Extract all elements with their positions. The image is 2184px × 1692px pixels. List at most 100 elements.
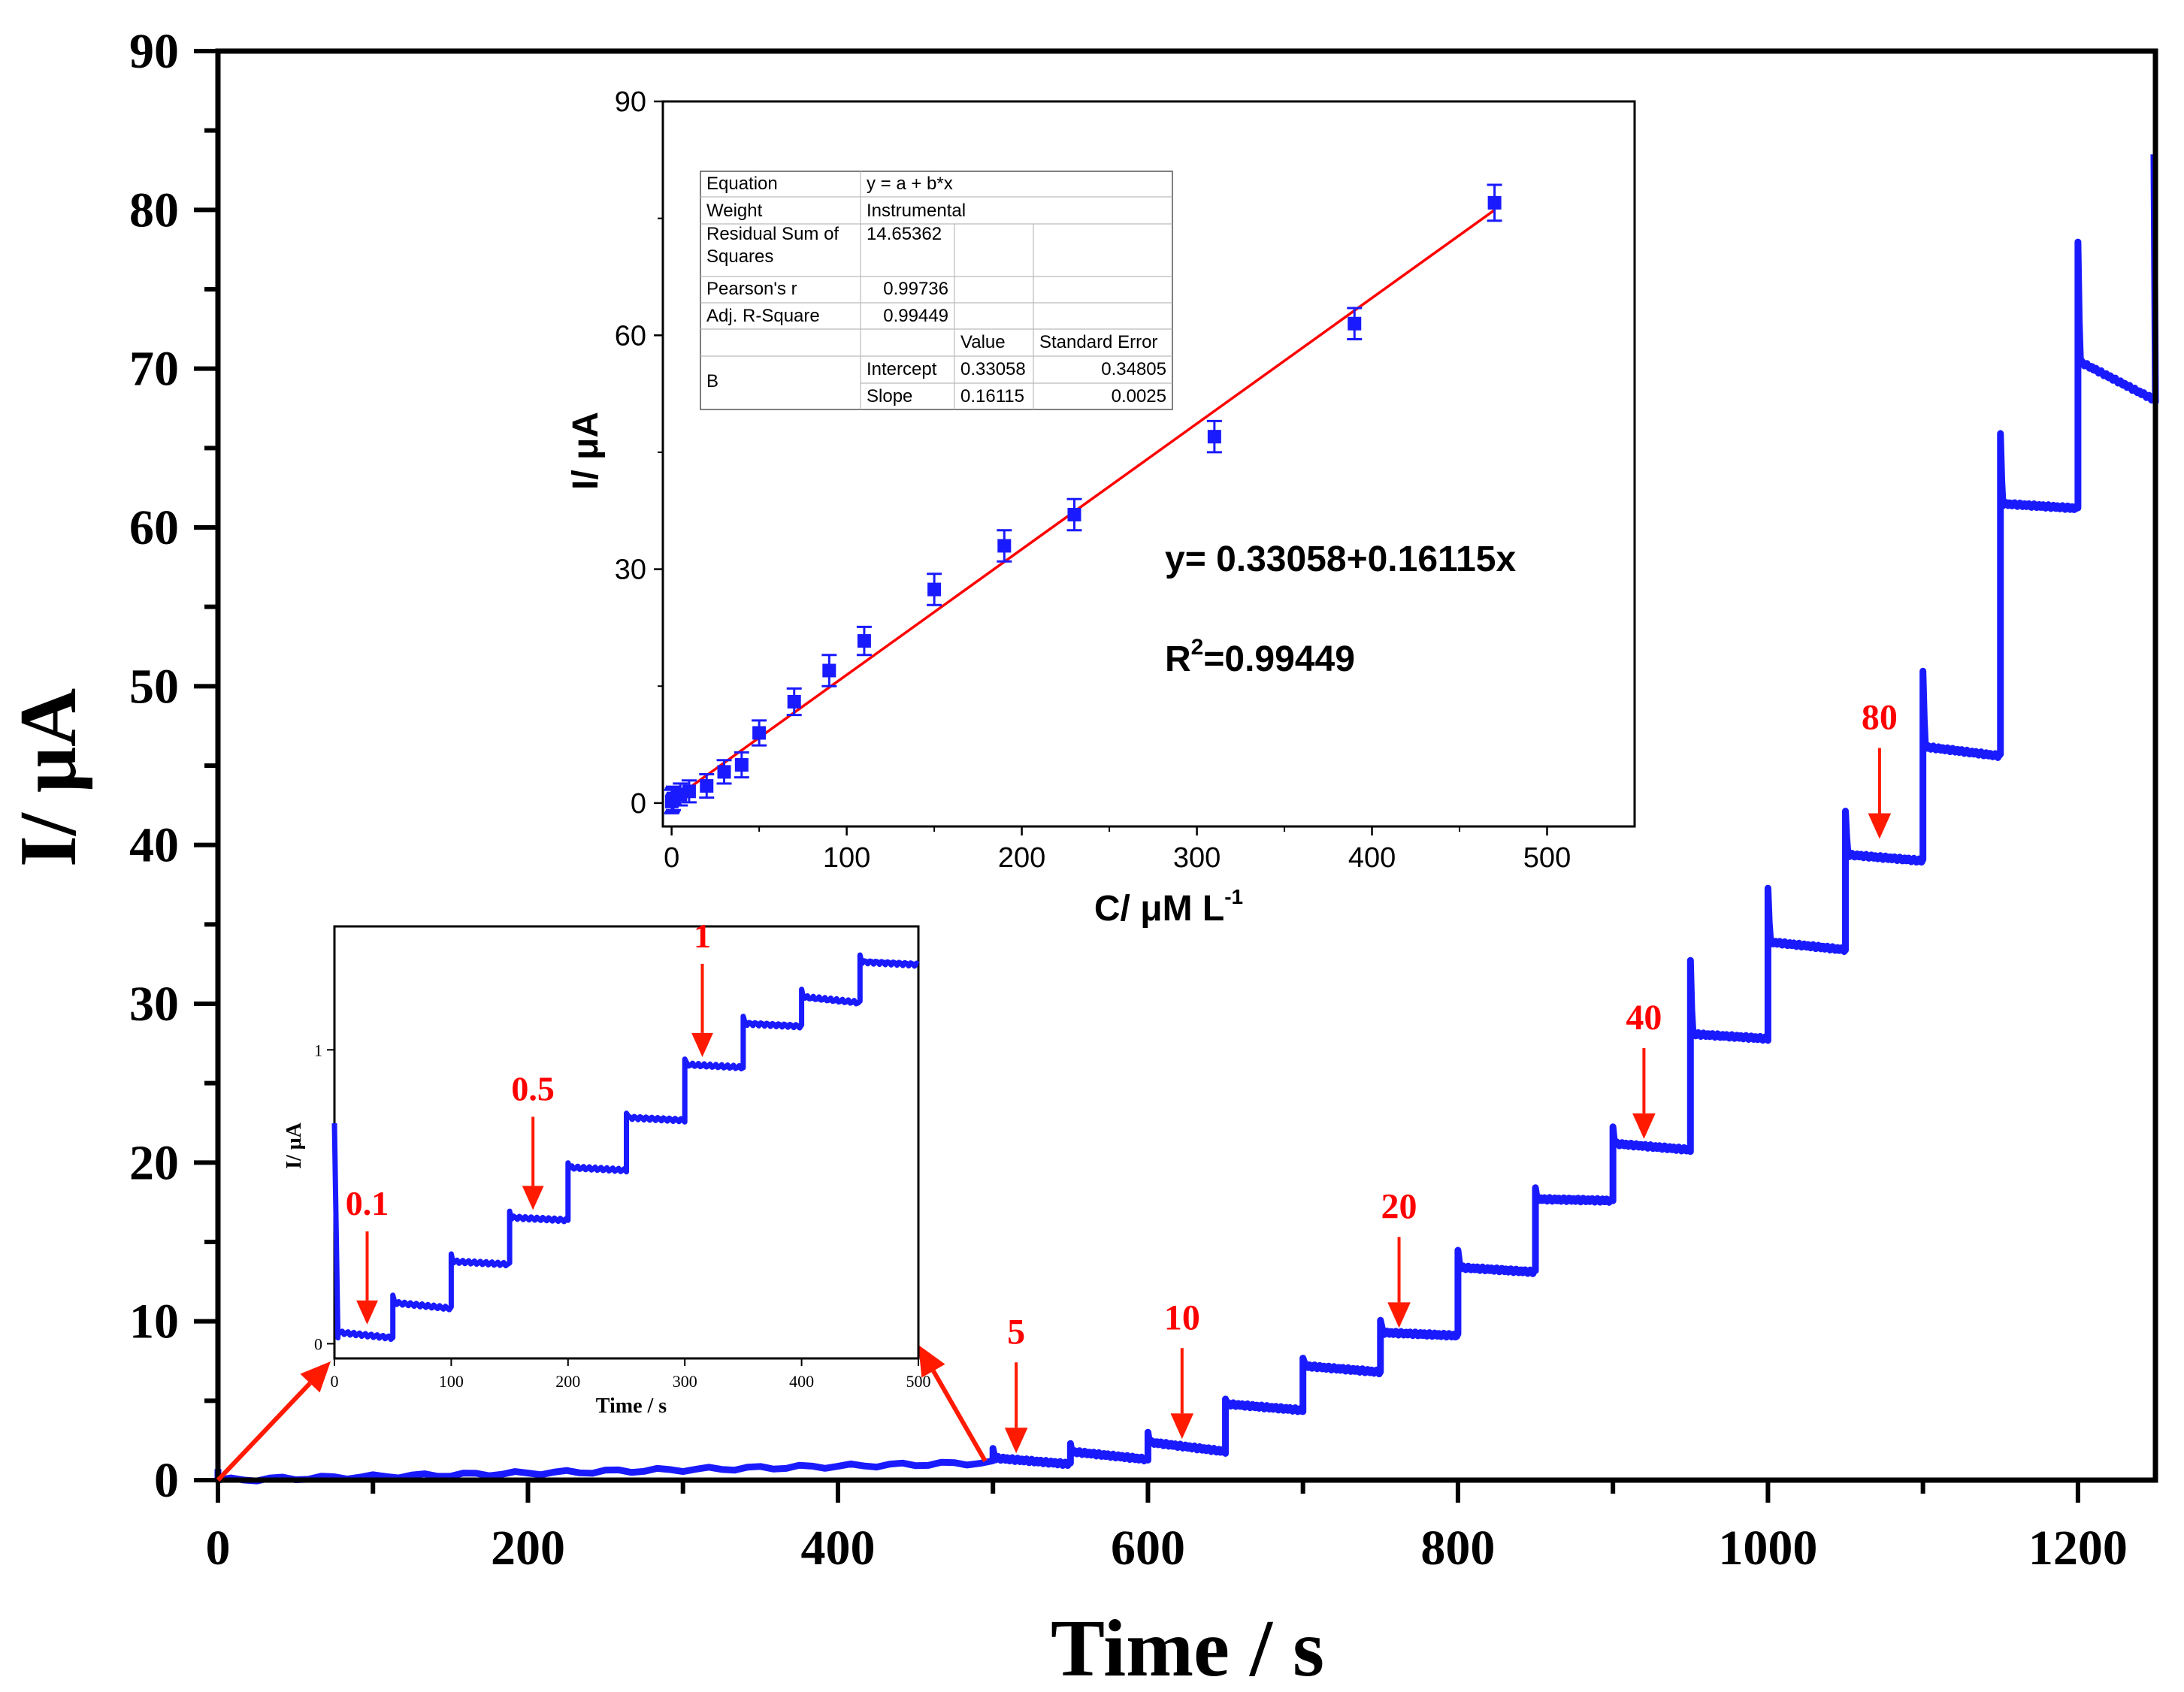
concentration-label: 80 — [1862, 697, 1898, 737]
concentration-label: 10 — [1164, 1298, 1200, 1337]
table-cell: B — [706, 371, 718, 391]
table-cell: Pearson's r — [706, 279, 797, 299]
inset-time-x-tick-label: 200 — [555, 1372, 580, 1391]
inset-time-x-tick-label: 0 — [331, 1372, 339, 1391]
concentration-arrow — [1004, 1362, 1028, 1454]
inset-concentration-label: 1 — [694, 917, 711, 955]
x-tick-label: 400 — [800, 1521, 875, 1576]
inset-concentration-label: 0.1 — [346, 1184, 389, 1222]
data-point-group — [752, 719, 767, 747]
inset-time-y-tick-label: 1 — [314, 1041, 322, 1059]
table-border — [700, 171, 1173, 410]
inset-concentration-arrow — [356, 1231, 378, 1325]
table-cell: Residual Sum of — [706, 224, 839, 244]
concentration-arrow — [1632, 1047, 1656, 1139]
concentration-arrow — [1387, 1237, 1411, 1328]
r2-prefix: R — [1165, 639, 1191, 679]
data-point-group — [1206, 419, 1222, 454]
y-tick-label: 10 — [129, 1295, 179, 1349]
inset-cal-x-tick-label: 300 — [1173, 842, 1221, 874]
inset-concentration-arrow-head — [356, 1300, 378, 1325]
main-trace — [214, 154, 2159, 1485]
inset-time-x-tick-label: 400 — [789, 1372, 814, 1391]
data-point-group — [699, 772, 715, 799]
data-point — [857, 634, 871, 648]
inset-concentration-arrow-head — [522, 1186, 544, 1210]
inset-time-x-tick-label: 100 — [439, 1372, 464, 1391]
inset-concentration-arrow-head — [691, 1032, 713, 1057]
inset-cal-x-tick-label: 400 — [1348, 842, 1396, 874]
y-tick-label: 0 — [154, 1453, 179, 1508]
table-cell: 0.16115 — [960, 386, 1024, 406]
concentration-arrow — [1170, 1348, 1194, 1440]
y-tick-label: 60 — [129, 500, 179, 555]
data-point-group — [1487, 183, 1502, 222]
inset-cal-x-tick-label: 100 — [823, 842, 870, 874]
data-point — [927, 582, 942, 597]
zoom-arrow-left-head — [300, 1361, 331, 1393]
inset-cal-x-title-sup: -1 — [1224, 885, 1243, 908]
y-axis-title: I/ μA — [4, 688, 93, 867]
concentration-label: 20 — [1381, 1186, 1417, 1226]
data-point — [1487, 195, 1502, 210]
inset-cal-y-tick-label: 30 — [615, 554, 646, 586]
inset-time-x-tick-label: 500 — [906, 1372, 931, 1391]
inset-calibration-chart: 0 30 60 90 0 100 200 300 400 500 C/ μM L-1 I/ μA y= … — [566, 86, 1636, 929]
inset-cal-y-tick-label: 60 — [615, 320, 646, 352]
x-tick-label: 800 — [1420, 1521, 1495, 1576]
data-point-group — [821, 654, 837, 687]
x-tick-label: 1200 — [2028, 1521, 2128, 1576]
table-cell: 0.0025 — [1112, 386, 1166, 406]
zoom-arrow-left — [216, 1361, 331, 1482]
data-point — [1067, 507, 1081, 521]
y-tick-label: 40 — [129, 818, 179, 873]
table-cell: 0.34805 — [1101, 359, 1166, 379]
data-point — [997, 539, 1012, 553]
x-tick-label: 0 — [206, 1521, 231, 1576]
concentration-label: 40 — [1626, 998, 1662, 1038]
data-point — [700, 779, 714, 793]
data-point-group — [927, 573, 942, 606]
inset-cal-x-tick-label: 0 — [664, 842, 679, 874]
inset-concentration-arrow — [522, 1116, 544, 1210]
r2-superscript: 2 — [1191, 635, 1204, 660]
table-cell: Standard Error — [1039, 332, 1157, 352]
zoom-arrow-right — [918, 1345, 988, 1463]
data-point — [752, 726, 767, 740]
inset-cal-x-tick-label: 500 — [1523, 842, 1571, 874]
table-cell: 0.99736 — [883, 279, 948, 299]
table-cell: Weight — [706, 201, 763, 221]
inset-cal-x-title-text: C/ μM L — [1094, 889, 1224, 929]
data-point-group — [1066, 497, 1082, 532]
fit-result-table: Equation y = a + b*x Weight Instrumental Res… — [700, 171, 1173, 410]
inset-time-x-tick-label: 300 — [673, 1372, 697, 1391]
data-point — [717, 765, 731, 779]
table-cell: y = a + b*x — [867, 174, 953, 194]
inset-cal-y-tick-label: 90 — [615, 86, 646, 118]
zoom-arrow-left-shaft — [216, 1381, 312, 1482]
concentration-arrow-head — [1632, 1113, 1656, 1139]
inset-cal-x-title: C/ μM L-1 — [1094, 885, 1243, 929]
x-axis-title: Time / s — [1051, 1604, 1324, 1692]
data-point-group — [786, 687, 802, 717]
table-cell: Intercept — [867, 359, 937, 379]
data-point — [787, 694, 801, 709]
table-cell: Equation — [706, 174, 778, 194]
concentration-label: 5 — [1007, 1312, 1025, 1352]
inset-time-y-tick-label: 0 — [314, 1334, 322, 1353]
y-tick-label: 50 — [129, 659, 179, 714]
inset-time-y-title: I/ μA — [283, 1122, 306, 1169]
data-point-group — [1347, 307, 1363, 340]
inset-time-chart: 0 1 0 100 200 300 400 500 Time / s I/ μA 0.1 0.5 1 — [283, 917, 931, 1418]
zoom-arrow-right-shaft — [931, 1370, 988, 1463]
data-point — [1207, 430, 1221, 444]
y-tick-label: 90 — [129, 24, 179, 79]
table-cell: Instrumental — [867, 201, 966, 221]
data-point — [822, 663, 836, 678]
r2-value: =0.99449 — [1203, 639, 1355, 679]
table-cell: 0.99449 — [883, 306, 948, 326]
concentration-arrow-head — [1170, 1413, 1194, 1440]
inset-time-x-title: Time / s — [596, 1394, 667, 1418]
table-cell: Value — [960, 332, 1006, 352]
